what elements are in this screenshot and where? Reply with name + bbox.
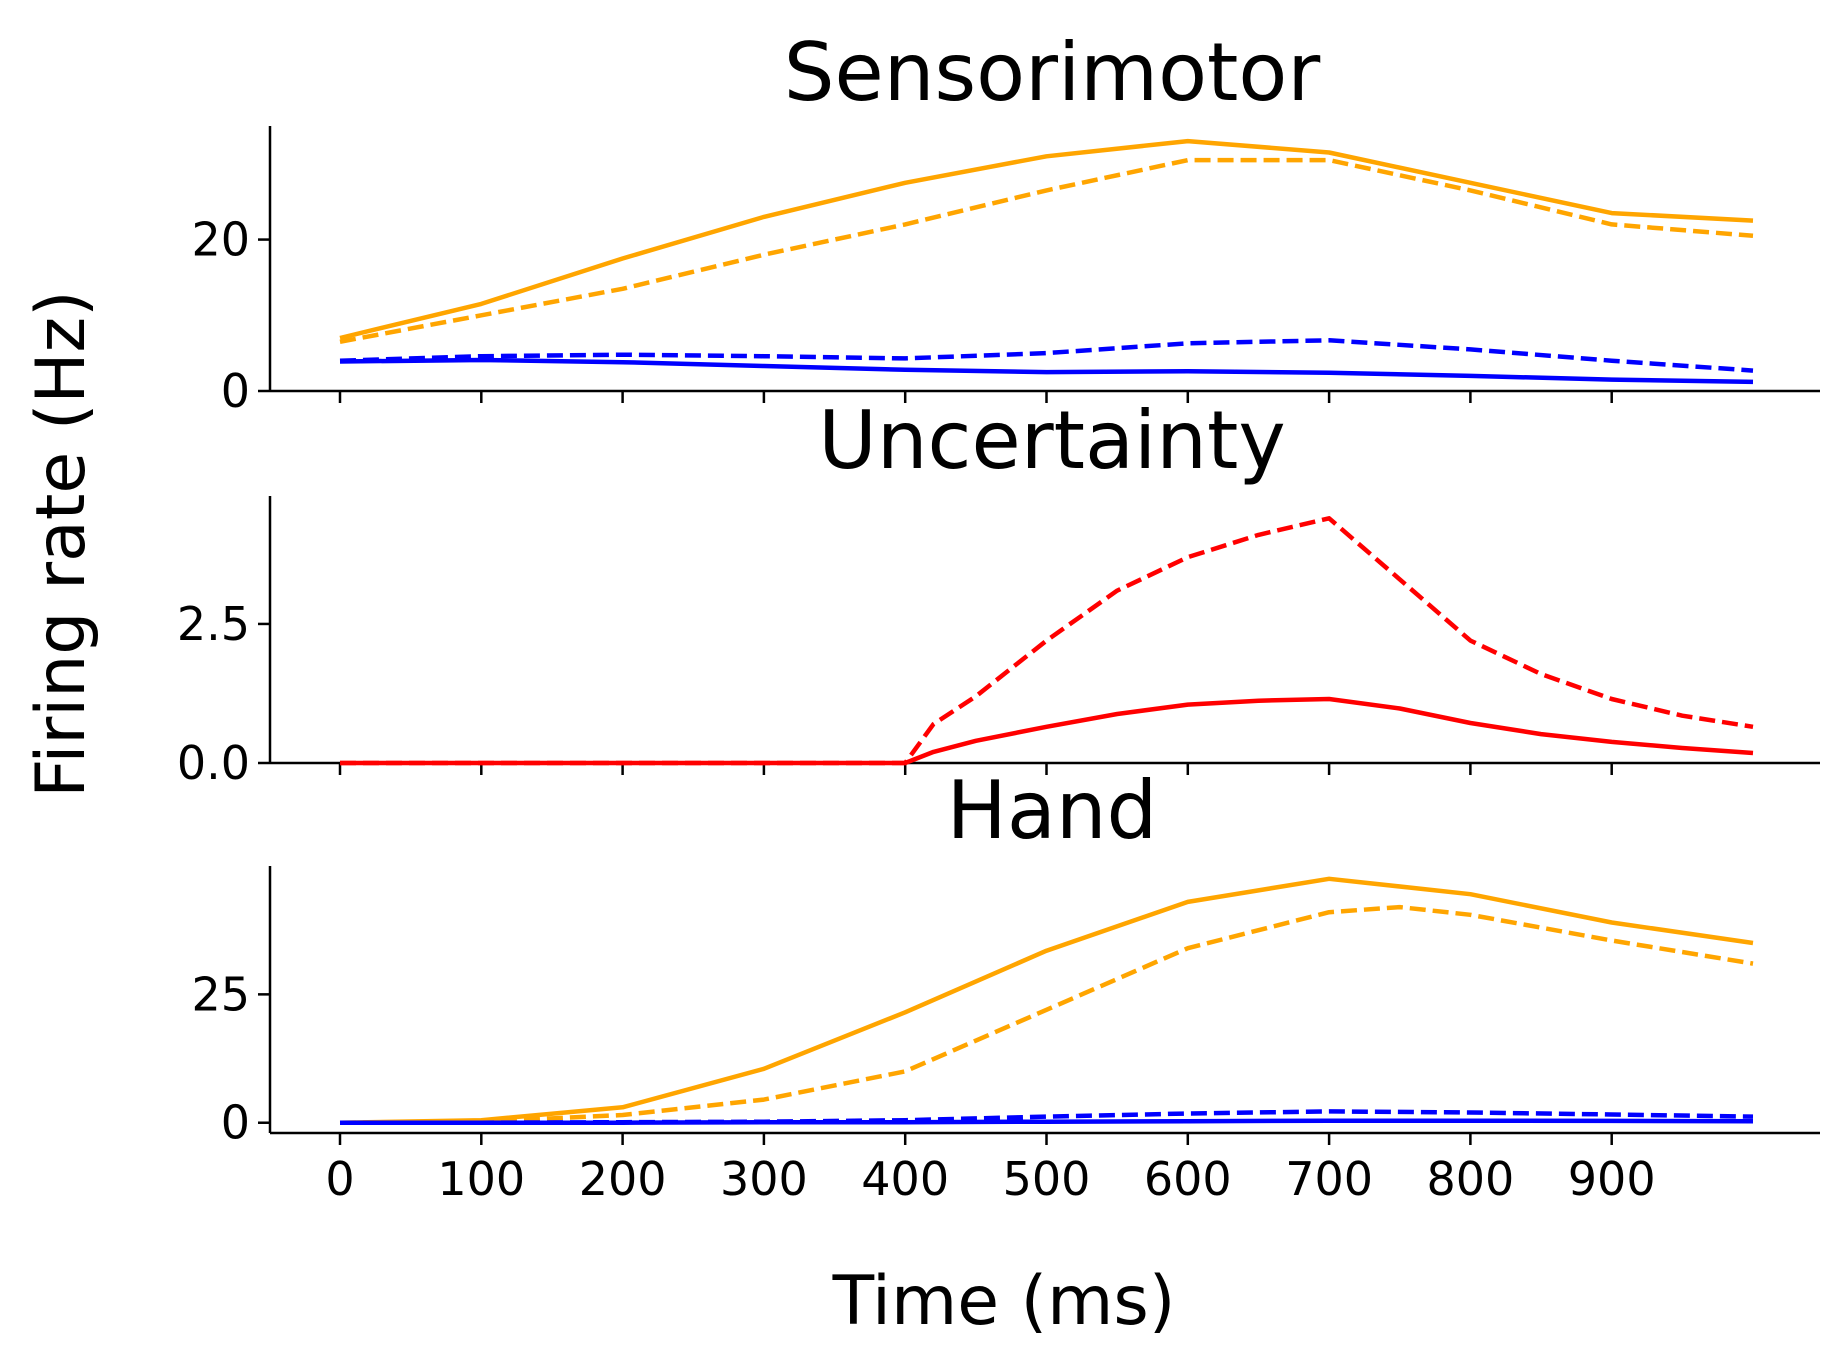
- x-tick-label: 100: [437, 1152, 525, 1206]
- subplot-title: Hand: [947, 764, 1158, 857]
- x-tick-label: 900: [1568, 1152, 1656, 1206]
- y-tick-label: 20: [191, 213, 250, 267]
- subplot-title: Sensorimotor: [784, 26, 1321, 119]
- subplot-1: Sensorimotor 0 20: [191, 26, 1820, 418]
- y-tick-label: 0: [221, 364, 250, 418]
- subplot-panels: Sensorimotor 0 20 Uncertainty 0.0 2.5 Hand 0 25 0…: [177, 26, 1820, 1206]
- y-tick-label: 0.0: [177, 736, 250, 790]
- x-tick-label: 700: [1285, 1152, 1373, 1206]
- x-tick-label: 0: [325, 1152, 354, 1206]
- series-line-orange-solid: [339, 138, 1754, 341]
- x-tick-label: 400: [861, 1152, 949, 1206]
- series-line-blue-dashed: [339, 338, 1754, 373]
- x-tick-label: 800: [1426, 1152, 1514, 1206]
- series-line-blue-solid: [339, 357, 1754, 385]
- subplot-3: Hand 0 25 0 100 200 300 400 500 600 700 800 900: [191, 764, 1820, 1206]
- series-line-blue-solid: [340, 1118, 1754, 1125]
- subplot-2: Uncertainty 0.0 2.5: [177, 394, 1820, 790]
- subplot-title: Uncertainty: [818, 394, 1285, 487]
- y-tick-label: 25: [191, 967, 250, 1021]
- y-axis-label: Firing rate (Hz): [22, 290, 101, 797]
- series-line-red-solid: [340, 696, 1754, 766]
- x-tick-label: 300: [720, 1152, 808, 1206]
- x-tick-label: 600: [1144, 1152, 1232, 1206]
- y-tick-label: 2.5: [177, 597, 250, 651]
- y-tick-label: 0: [221, 1096, 250, 1150]
- series-line-orange-solid: [339, 876, 1754, 1125]
- series-line-orange-dashed: [339, 904, 1754, 1125]
- x-axis-label: Time (ms): [832, 1262, 1176, 1341]
- x-tick-label: 200: [579, 1152, 667, 1206]
- x-tick-label: 500: [1003, 1152, 1091, 1206]
- series-line-orange-dashed: [339, 157, 1754, 345]
